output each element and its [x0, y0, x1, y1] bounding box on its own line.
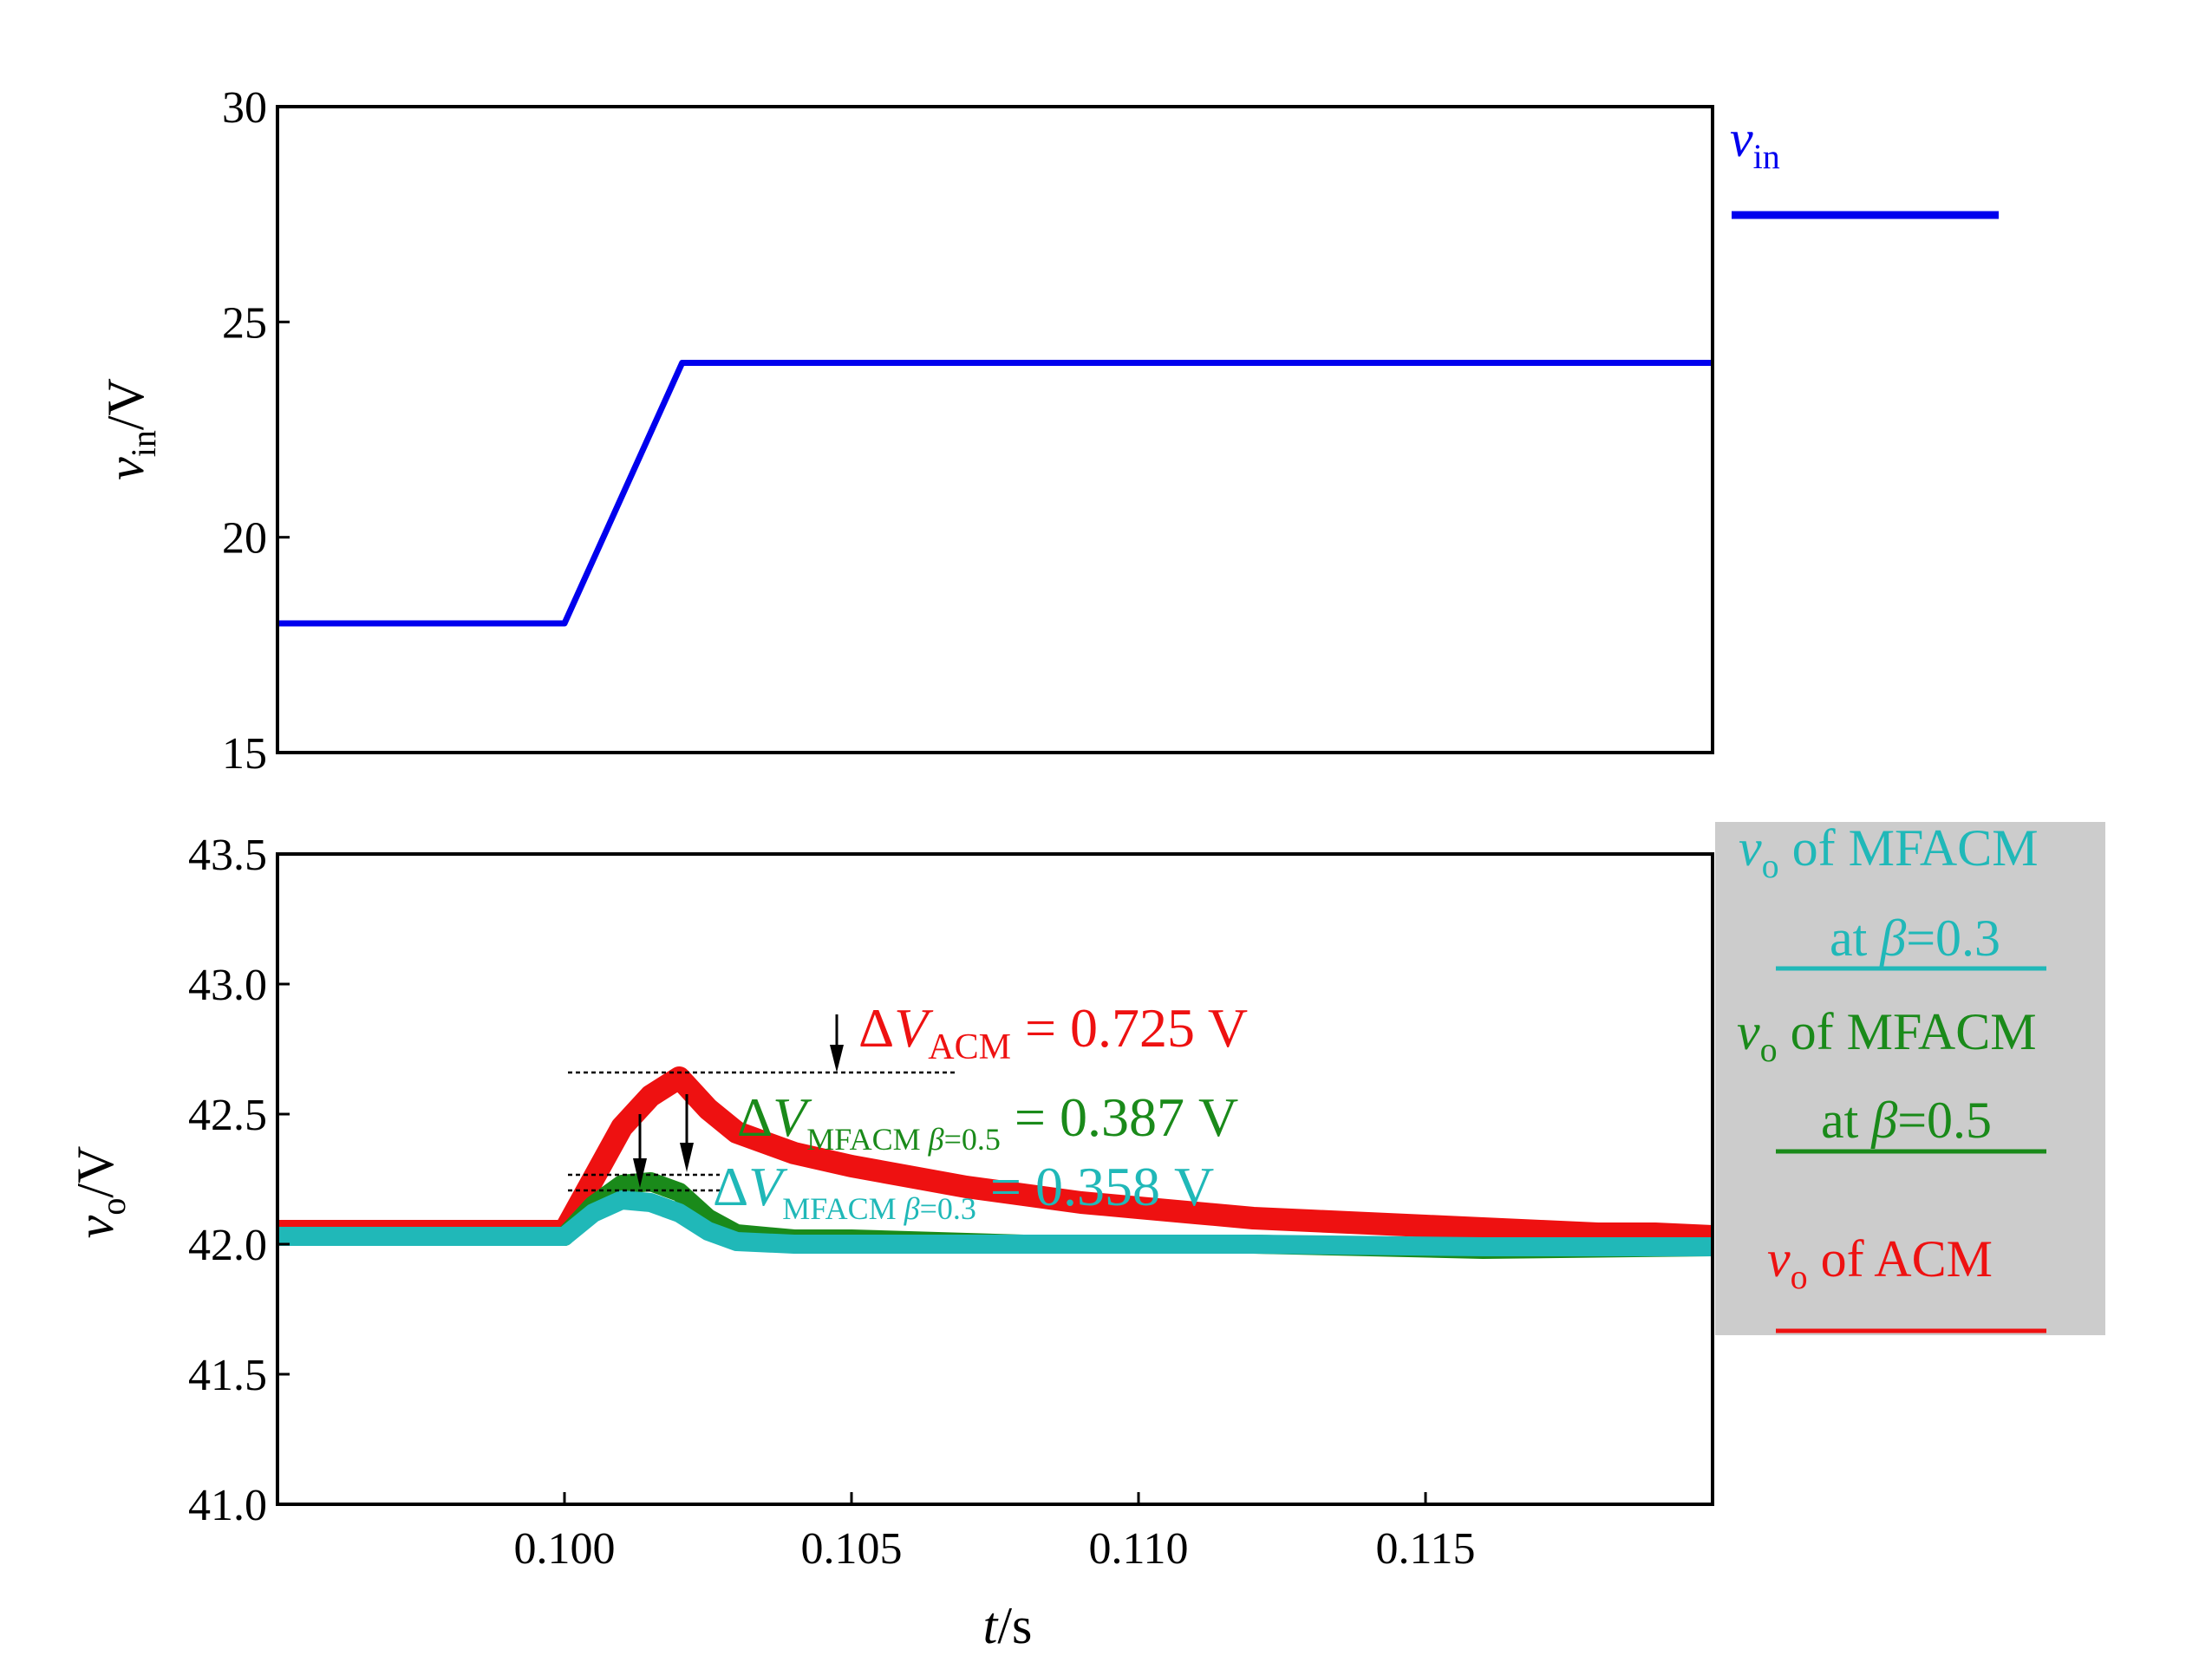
acm-arrow [830, 1014, 844, 1072]
series-line-vin [277, 360, 1713, 627]
x-tick-label: 0.105 [801, 1524, 903, 1574]
acm-delta-label: ΔVACM = 0.725 V [858, 997, 1248, 1067]
bottom-y-axis-label: vo/V [67, 1146, 133, 1239]
bottom-legend: vo of MFACM at β=0.3 vo of MFACM at β=0.… [1715, 819, 2105, 1335]
peak-annotations: ΔVACM = 0.725 V ΔVMFACM β=0.5 = 0.387 V … [568, 997, 1248, 1226]
mfacm-05-arrow [680, 1094, 694, 1172]
x-tick-label: 0.100 [514, 1524, 616, 1574]
bottom-y-ticks: 41.0 41.5 42.0 42.5 43.0 43.5 [188, 831, 290, 1530]
svg-text:at β=0.5: at β=0.5 [1821, 1092, 1992, 1149]
mfacm-05-delta-label: ΔVMFACM β=0.5 = 0.387 V [737, 1086, 1238, 1157]
y-tick-label: 25 [222, 298, 267, 348]
top-y-axis-label: vin/V [97, 378, 163, 480]
y-tick-label: 43.5 [188, 831, 267, 880]
bottom-x-ticks: 0.100 0.105 0.110 0.115 [514, 1492, 1476, 1574]
y-tick-label: 42.5 [188, 1091, 267, 1140]
y-tick-label: 42.0 [188, 1221, 267, 1270]
svg-text:vo of MFACM: vo of MFACM [1737, 1003, 2037, 1069]
legend-background [1715, 822, 2105, 1335]
legend-item-mfacm-03: vo of MFACM at β=0.3 [1739, 819, 2046, 971]
svg-text:vo of MFACM: vo of MFACM [1739, 819, 2039, 885]
x-tick-label: 0.115 [1375, 1524, 1475, 1574]
bottom-plot-frame [276, 852, 1714, 1506]
y-tick-label: 41.0 [188, 1481, 267, 1530]
top-y-ticks: 15 20 25 30 [222, 83, 290, 779]
top-legend: vin [1730, 110, 1999, 219]
y-tick-label: 20 [222, 514, 267, 564]
svg-text:vo of ACM: vo of ACM [1767, 1230, 1993, 1296]
y-tick-label: 43.0 [188, 961, 267, 1010]
bottom-series-layer [277, 1066, 1713, 1259]
mfacm-03-delta-label: ΔVMFACM β=0.3 = 0.358 V [713, 1156, 1214, 1226]
legend-item-mfacm-05: vo of MFACM at β=0.5 [1737, 1003, 2046, 1154]
x-tick-label: 0.110 [1088, 1524, 1188, 1574]
svg-text:at β=0.3: at β=0.3 [1830, 909, 2000, 967]
series-line-mfacm-03 [277, 1190, 1713, 1256]
y-tick-label: 15 [222, 729, 267, 779]
top-legend-label: vin [1730, 110, 1780, 176]
top-series-layer [277, 360, 1713, 627]
top-plot-frame [276, 105, 1714, 754]
y-tick-label: 41.5 [188, 1351, 267, 1400]
mfacm-03-arrow [633, 1114, 647, 1188]
x-axis-label: t/s [983, 1597, 1033, 1654]
legend-item-acm: vo of ACM [1767, 1230, 2046, 1333]
series-line-acm [277, 1066, 1713, 1248]
y-tick-label: 30 [222, 83, 267, 133]
